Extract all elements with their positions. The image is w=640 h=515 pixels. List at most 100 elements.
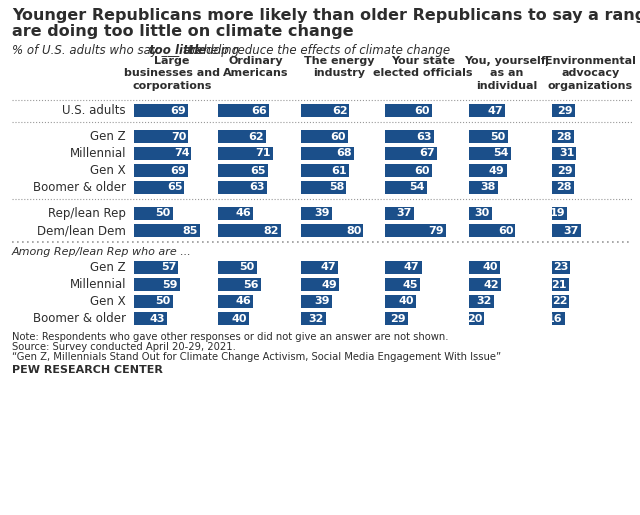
Text: Younger Republicans more likely than older Republicans to say a range of groups: Younger Republicans more likely than old… <box>12 8 640 23</box>
FancyBboxPatch shape <box>468 164 507 177</box>
Text: Environmental
advocacy
organizations: Environmental advocacy organizations <box>545 56 636 91</box>
FancyBboxPatch shape <box>301 104 349 117</box>
Text: Boomer & older: Boomer & older <box>33 181 126 194</box>
Text: 47: 47 <box>488 106 503 115</box>
FancyBboxPatch shape <box>385 312 408 325</box>
Text: Source: Survey conducted April 20-29, 2021.: Source: Survey conducted April 20-29, 20… <box>12 342 236 352</box>
Text: 21: 21 <box>551 280 566 289</box>
FancyBboxPatch shape <box>385 147 437 160</box>
Text: % of U.S. adults who say ___ are doing: % of U.S. adults who say ___ are doing <box>12 44 243 57</box>
FancyBboxPatch shape <box>552 278 569 291</box>
FancyBboxPatch shape <box>468 295 493 308</box>
Text: 29: 29 <box>557 165 573 176</box>
Text: 59: 59 <box>163 280 178 289</box>
FancyBboxPatch shape <box>301 224 364 237</box>
Text: 71: 71 <box>255 148 271 159</box>
Text: too little: too little <box>149 44 206 57</box>
Text: Ordinary
Americans: Ordinary Americans <box>223 56 288 78</box>
Text: 28: 28 <box>557 182 572 193</box>
Text: 58: 58 <box>329 182 344 193</box>
Text: 38: 38 <box>481 182 496 193</box>
Text: 57: 57 <box>161 263 176 272</box>
Text: Large
businesses and
corporations: Large businesses and corporations <box>124 56 220 91</box>
Text: “Gen Z, Millennials Stand Out for Climate Change Activism, Social Media Engageme: “Gen Z, Millennials Stand Out for Climat… <box>12 352 501 362</box>
Text: 16: 16 <box>547 314 563 323</box>
FancyBboxPatch shape <box>301 278 339 291</box>
FancyBboxPatch shape <box>134 130 188 143</box>
Text: Gen X: Gen X <box>90 164 126 177</box>
FancyBboxPatch shape <box>218 207 253 220</box>
Text: 30: 30 <box>475 209 490 218</box>
Text: 63: 63 <box>417 131 432 142</box>
Text: 20: 20 <box>467 314 482 323</box>
Text: 85: 85 <box>182 226 198 235</box>
Text: Gen Z: Gen Z <box>90 261 126 274</box>
Text: 45: 45 <box>403 280 418 289</box>
Text: 65: 65 <box>251 165 266 176</box>
FancyBboxPatch shape <box>552 164 575 177</box>
FancyBboxPatch shape <box>134 261 179 274</box>
FancyBboxPatch shape <box>134 104 188 117</box>
Text: 69: 69 <box>170 165 186 176</box>
FancyBboxPatch shape <box>385 181 427 194</box>
FancyBboxPatch shape <box>301 207 332 220</box>
FancyBboxPatch shape <box>552 181 574 194</box>
FancyBboxPatch shape <box>301 312 326 325</box>
Text: Dem/lean Dem: Dem/lean Dem <box>37 224 126 237</box>
FancyBboxPatch shape <box>385 261 422 274</box>
Text: are doing too little on climate change: are doing too little on climate change <box>12 24 354 39</box>
Text: 49: 49 <box>322 280 337 289</box>
Text: 79: 79 <box>429 226 444 235</box>
Text: 74: 74 <box>174 148 189 159</box>
FancyBboxPatch shape <box>385 224 446 237</box>
Text: 67: 67 <box>419 148 435 159</box>
FancyBboxPatch shape <box>552 224 581 237</box>
Text: 61: 61 <box>331 165 347 176</box>
Text: 68: 68 <box>337 148 352 159</box>
Text: 62: 62 <box>248 131 264 142</box>
Text: 50: 50 <box>156 297 171 306</box>
FancyBboxPatch shape <box>218 312 249 325</box>
Text: U.S. adults: U.S. adults <box>62 104 126 117</box>
FancyBboxPatch shape <box>134 207 173 220</box>
Text: Your state
elected officials: Your state elected officials <box>373 56 472 78</box>
FancyBboxPatch shape <box>301 181 346 194</box>
FancyBboxPatch shape <box>134 224 200 237</box>
Text: 60: 60 <box>414 106 429 115</box>
FancyBboxPatch shape <box>468 312 484 325</box>
Text: 47: 47 <box>320 263 336 272</box>
FancyBboxPatch shape <box>218 104 269 117</box>
Text: 28: 28 <box>557 131 572 142</box>
FancyBboxPatch shape <box>468 278 501 291</box>
Text: 31: 31 <box>559 148 575 159</box>
Text: 56: 56 <box>244 280 259 289</box>
FancyBboxPatch shape <box>552 130 574 143</box>
FancyBboxPatch shape <box>218 130 266 143</box>
FancyBboxPatch shape <box>134 181 184 194</box>
Text: 62: 62 <box>332 106 348 115</box>
FancyBboxPatch shape <box>218 147 273 160</box>
Text: 39: 39 <box>314 297 330 306</box>
FancyBboxPatch shape <box>301 261 338 274</box>
Text: 82: 82 <box>264 226 279 235</box>
Text: 37: 37 <box>564 226 579 235</box>
FancyBboxPatch shape <box>134 295 173 308</box>
FancyBboxPatch shape <box>134 164 188 177</box>
Text: 60: 60 <box>414 165 429 176</box>
FancyBboxPatch shape <box>385 104 431 117</box>
FancyBboxPatch shape <box>552 147 577 160</box>
FancyBboxPatch shape <box>385 295 416 308</box>
Text: to help reduce the effects of climate change: to help reduce the effects of climate ch… <box>184 44 451 57</box>
FancyBboxPatch shape <box>385 130 434 143</box>
Text: 63: 63 <box>249 182 264 193</box>
Text: 54: 54 <box>410 182 425 193</box>
FancyBboxPatch shape <box>552 104 575 117</box>
Text: 19: 19 <box>550 209 565 218</box>
Text: 22: 22 <box>552 297 568 306</box>
Text: Rep/lean Rep: Rep/lean Rep <box>48 207 126 220</box>
Text: 50: 50 <box>239 263 255 272</box>
FancyBboxPatch shape <box>301 147 354 160</box>
Text: 32: 32 <box>309 314 324 323</box>
FancyBboxPatch shape <box>218 295 253 308</box>
FancyBboxPatch shape <box>468 130 508 143</box>
